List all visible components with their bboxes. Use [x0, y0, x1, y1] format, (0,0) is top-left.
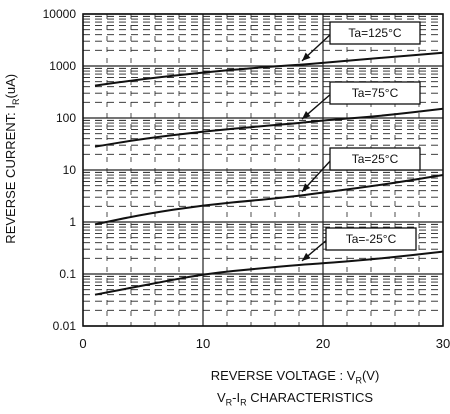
x-tick-label: 0 — [79, 336, 86, 351]
x-axis-title: REVERSE VOLTAGE : VR(V) — [150, 368, 440, 386]
annotation-box — [329, 81, 421, 105]
annotation-box — [329, 147, 421, 171]
series-line — [94, 51, 444, 87]
annotation-label: Ta=125°C — [348, 26, 402, 40]
footer-sep: -I — [232, 390, 241, 405]
y-tick-label: 0.1 — [59, 267, 76, 281]
x-axis-title-unit: (V) — [361, 368, 380, 383]
annotation-label: Ta=75°C — [352, 86, 399, 100]
annotation-box — [329, 21, 421, 45]
annotation-label: Ta=-25°C — [346, 232, 397, 246]
annotation-box — [325, 227, 417, 251]
annotation-arrowhead — [302, 252, 311, 261]
y-tick-label: 10000 — [43, 7, 77, 21]
annotation-arrowhead — [302, 110, 311, 120]
x-axis-title-sub: R — [355, 375, 362, 386]
y-tick-label: 100 — [56, 111, 76, 125]
footer-rest: CHARACTERISTICS — [246, 390, 374, 405]
footer-v: V — [216, 390, 226, 405]
y-axis-title: REVERSE CURRENT: IR(uA) — [3, 69, 21, 249]
y-tick-label: 1000 — [49, 59, 76, 73]
series-line — [94, 107, 444, 148]
chart-footer-caption: VR-IR CHARACTERISTICS — [150, 390, 440, 408]
footer-v-sub: R — [225, 397, 233, 408]
series-line — [94, 250, 444, 296]
y-axis-title-main: REVERSE CURRENT: I — [3, 104, 19, 244]
x-tick-label: 30 — [436, 336, 450, 351]
x-axis-title-main: REVERSE VOLTAGE : V — [210, 368, 356, 383]
footer-i-sub: R — [240, 397, 247, 408]
y-tick-label: 10 — [63, 163, 77, 177]
plot-frame — [82, 13, 444, 327]
y-tick-label: 0.01 — [53, 319, 77, 333]
series-line — [94, 174, 444, 226]
x-tick-label: 20 — [316, 336, 330, 351]
x-tick-label: 10 — [196, 336, 210, 351]
y-axis-title-sub: R — [10, 98, 21, 105]
annotation-arrowhead — [302, 52, 311, 61]
annotation-arrowhead — [302, 183, 311, 192]
y-axis-title-unit: (uA) — [3, 73, 19, 99]
annotation-label: Ta=25°C — [352, 152, 399, 166]
y-tick-label: 1 — [69, 215, 76, 229]
